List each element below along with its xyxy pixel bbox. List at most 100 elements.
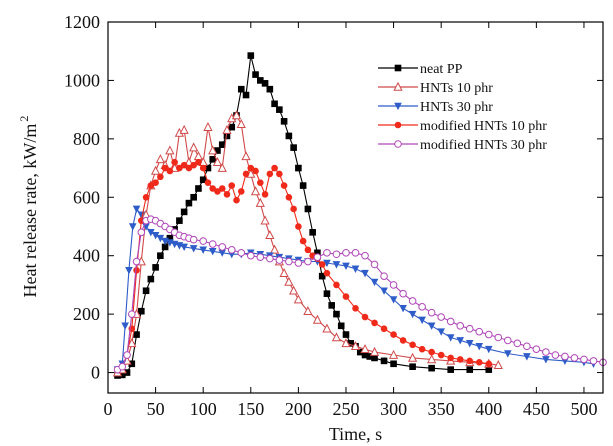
data-point-0 [342, 331, 350, 338]
data-point-4 [323, 248, 331, 257]
data-point-1 [265, 230, 275, 240]
data-point-3 [299, 237, 307, 245]
data-point-1 [203, 121, 213, 131]
data-point-3 [304, 246, 312, 254]
data-point-0 [247, 52, 255, 59]
data-point-0 [133, 331, 140, 338]
data-point-0 [242, 91, 250, 99]
y-axis-title-superscript: 2 [17, 116, 31, 122]
data-point-1 [289, 285, 299, 295]
data-point-4 [199, 237, 207, 245]
data-point-1 [279, 268, 289, 278]
x-tick-label: 350 [428, 399, 455, 419]
data-point-2 [218, 249, 227, 257]
data-point-3 [485, 360, 493, 368]
data-point-3 [157, 173, 164, 181]
data-point-3 [204, 179, 212, 186]
data-point-2 [332, 261, 341, 269]
data-point-4 [437, 313, 445, 321]
data-point-2 [523, 353, 531, 361]
data-point-3 [223, 191, 231, 198]
legend-label: modified HNTs 10 phr [420, 119, 547, 134]
data-point-4 [484, 330, 493, 339]
data-point-3 [257, 179, 264, 186]
data-point-0 [323, 290, 331, 297]
data-point-4 [137, 228, 146, 237]
data-point-4 [266, 254, 274, 263]
data-point-0 [271, 100, 278, 108]
data-point-0 [337, 322, 345, 330]
data-point-0 [280, 118, 288, 125]
y-tick-label: 200 [73, 304, 100, 324]
data-point-4 [561, 352, 569, 361]
data-point-0 [252, 71, 259, 78]
data-point-0 [428, 364, 435, 372]
data-point-3 [233, 196, 240, 204]
data-point-0 [485, 366, 493, 373]
data-point-2 [446, 334, 455, 342]
data-point-0 [409, 363, 416, 371]
data-point-0 [180, 208, 188, 216]
data-point-2 [418, 316, 426, 325]
data-point-3 [214, 188, 221, 195]
data-point-4 [465, 324, 474, 333]
data-point-4 [294, 259, 303, 267]
data-point-3 [147, 182, 155, 189]
x-tick-label: 250 [332, 399, 359, 419]
data-point-0 [228, 123, 236, 131]
data-point-0 [199, 176, 207, 184]
data-point-1 [312, 314, 323, 324]
legend-marker [394, 102, 402, 111]
data-point-3 [280, 182, 288, 189]
data-point-4 [370, 260, 379, 269]
data-point-3 [142, 193, 150, 201]
data-point-3 [195, 158, 202, 166]
data-point-4 [456, 322, 465, 330]
data-point-1 [427, 354, 437, 364]
data-point-3 [418, 345, 426, 353]
data-point-4 [523, 342, 531, 351]
data-point-0 [309, 229, 316, 236]
data-point-3 [166, 167, 174, 175]
data-point-4 [494, 333, 503, 342]
data-point-0 [157, 252, 164, 260]
data-point-0 [142, 287, 150, 295]
data-point-2 [427, 322, 436, 330]
data-point-4 [580, 355, 588, 364]
data-point-3 [261, 191, 269, 198]
data-point-4 [127, 310, 136, 318]
data-point-2 [465, 340, 474, 348]
data-point-2 [323, 259, 331, 268]
data-point-3 [371, 319, 378, 327]
tick-layer: 0 50 100 150 200 250 300 350 400 450 500 0 200 400 600… [64, 12, 603, 419]
data-point-0 [237, 85, 245, 93]
data-point-0 [218, 141, 226, 148]
data-point-1 [493, 360, 503, 370]
data-point-0 [285, 132, 293, 140]
data-point-0 [347, 340, 355, 347]
data-point-2 [121, 322, 129, 330]
data-point-4 [332, 250, 341, 259]
data-point-3 [218, 185, 226, 192]
data-point-2 [380, 287, 388, 295]
data-point-3 [428, 348, 435, 356]
data-point-0 [295, 164, 302, 172]
legend-marker [393, 81, 403, 91]
data-point-2 [180, 243, 188, 252]
data-point-2 [542, 356, 550, 364]
data-point-3 [390, 331, 397, 338]
data-point-3 [247, 164, 255, 172]
data-point-0 [152, 264, 159, 271]
data-point-3 [171, 158, 178, 166]
data-point-1 [222, 124, 232, 134]
data-point-1 [322, 323, 332, 333]
data-point-4 [408, 297, 417, 305]
data-point-1 [217, 162, 227, 172]
data-point-2 [370, 278, 379, 287]
data-point-2 [484, 345, 493, 354]
data-point-3 [285, 193, 293, 201]
data-point-1 [303, 306, 313, 316]
legend-label: modified HNTs 30 phr [420, 138, 547, 153]
data-point-1 [350, 341, 361, 351]
data-point-1 [150, 165, 161, 175]
